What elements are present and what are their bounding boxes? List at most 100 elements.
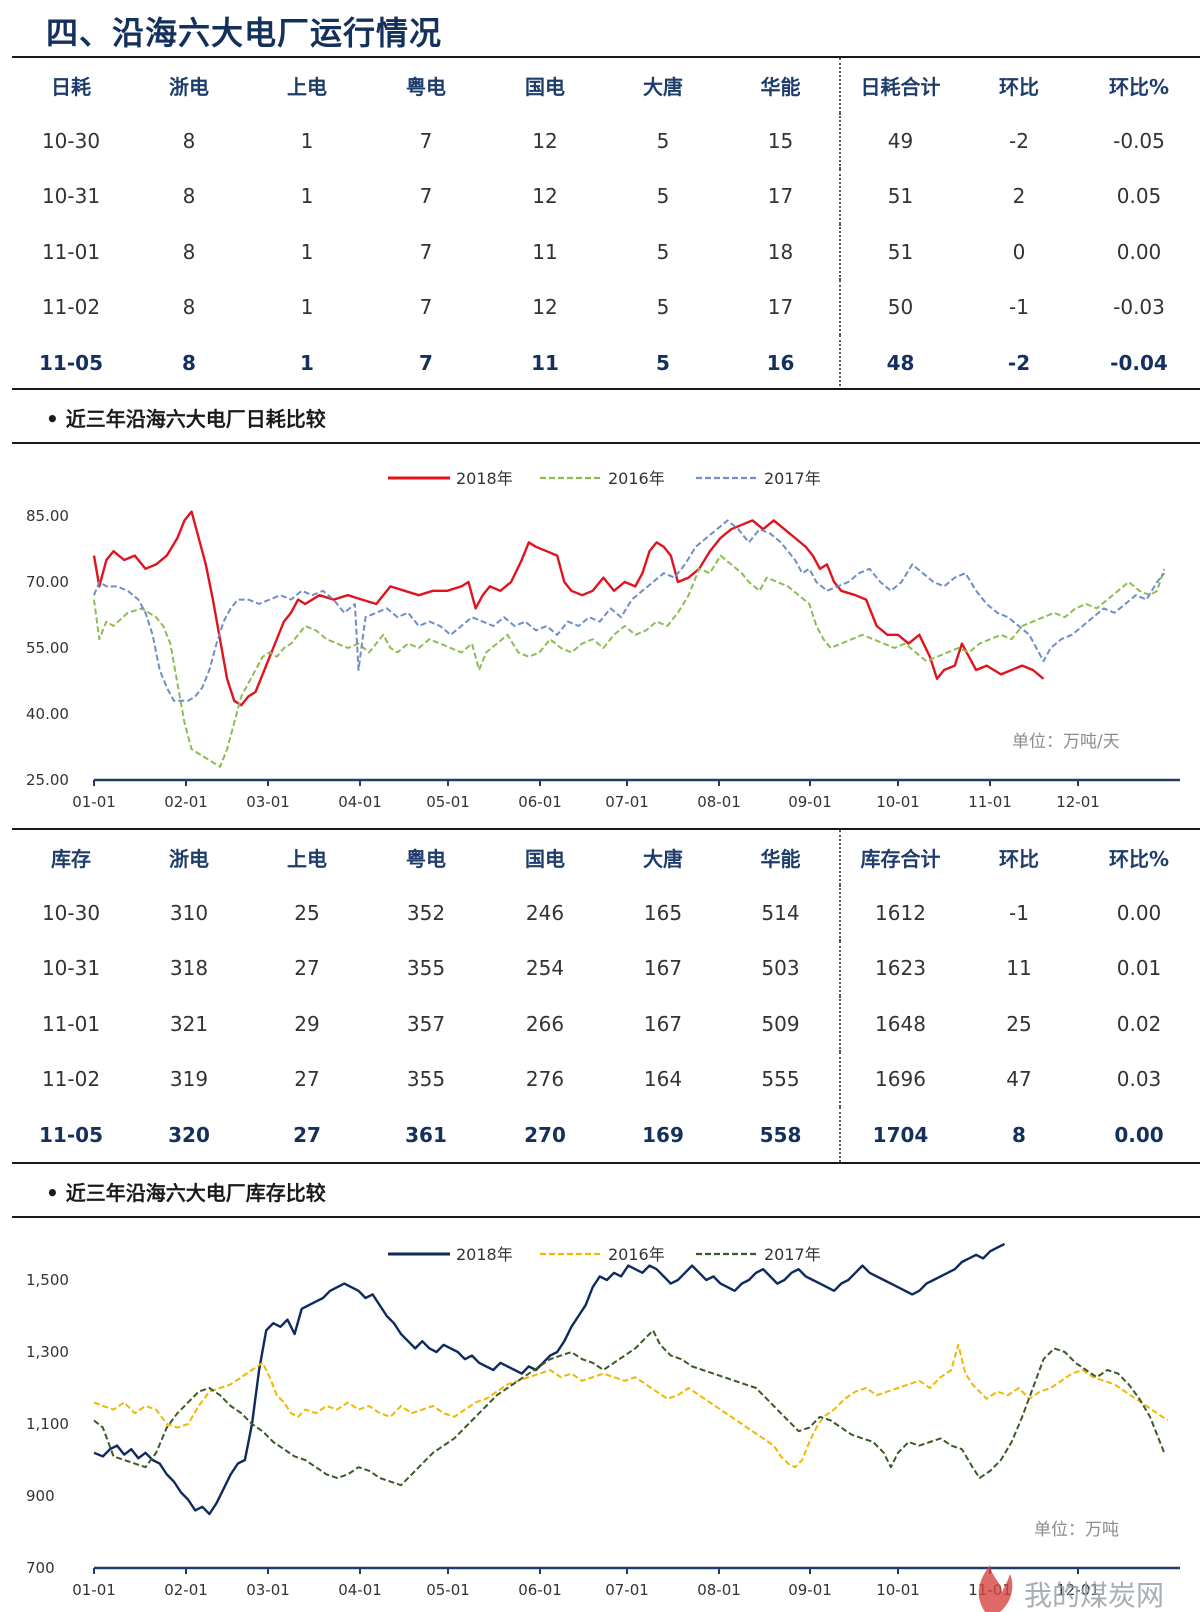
inventory-header-cell: 上电 — [287, 847, 327, 872]
consumption-cell: 11 — [532, 239, 558, 264]
watermark-text: 我的煤炭网 — [1024, 1579, 1164, 1612]
x-tick-label: 04-01 — [338, 793, 382, 811]
x-tick-label: 12-01 — [1056, 793, 1100, 811]
x-tick-label: 05-01 — [426, 793, 470, 811]
legend-label: 2018年 — [456, 1245, 513, 1264]
inventory-cell: 357 — [406, 1011, 446, 1036]
x-tick-label: 03-01 — [246, 793, 290, 811]
inventory-cell: 0.02 — [1116, 1011, 1162, 1036]
consumption-cell: 17 — [767, 184, 794, 209]
consumption-header-row: 日耗 浙电 上电 粤电 国电 大唐 华能 日耗合计 环比 环比% — [12, 58, 1200, 114]
inventory-cell: 47 — [1006, 1067, 1032, 1092]
y-tick-label: 55.00 — [26, 639, 69, 657]
consumption-cell: 17 — [767, 295, 794, 320]
x-tick-label: 08-01 — [697, 1581, 741, 1599]
consumption-cell: 51 — [839, 224, 960, 280]
page-title-bar: 四、沿海六大电厂运行情况 — [12, 0, 1200, 58]
inventory-cell: 0.01 — [1116, 956, 1162, 981]
inventory-header-cell: 浙电 — [169, 847, 209, 872]
consumption-cell: 51 — [839, 168, 960, 225]
consumption-cell: 12 — [532, 129, 558, 154]
series-line-3 — [93, 519, 1165, 702]
inventory-cell: 270 — [524, 1122, 566, 1147]
x-tick-label: 03-01 — [246, 1581, 290, 1599]
consumption-table: 日耗 浙电 上电 粤电 国电 大唐 华能 日耗合计 环比 环比% 10-30 8 1 7 12 5 15 49 -2… — [12, 58, 1200, 391]
inventory-header-cell: 大唐 — [643, 847, 683, 872]
series-line-3 — [93, 1329, 1166, 1487]
inventory-cell: 11-05 — [39, 1122, 103, 1147]
inventory-cell: 266 — [525, 1011, 565, 1036]
inventory-table: 库存 浙电 上电 粤电 国电 大唐 华能 库存合计 环比 环比% 10-30 310 25 352 246 1… — [12, 830, 1200, 1163]
consumption-cell: 0 — [1012, 239, 1026, 264]
table-row: 11-02 8 1 7 12 5 17 50 -1 -0.03 — [12, 279, 1200, 335]
x-tick-label: 09-01 — [788, 793, 832, 811]
inventory-chart: 700 900 1,100 1,300 1,500 01-01 02-01 03-01 04-0… — [26, 1242, 1180, 1612]
consumption-section-title: • 近三年沿海六大电厂日耗比较 — [46, 407, 326, 431]
inventory-cell: 1612 — [839, 885, 960, 941]
x-tick-label: 01-01 — [72, 1581, 116, 1599]
inventory-header-cell: 国电 — [525, 847, 565, 872]
x-tick-label: 12-01 — [1056, 1581, 1100, 1599]
inventory-cell: -1 — [1009, 901, 1029, 926]
inventory-cell: 321 — [169, 1011, 209, 1036]
consumption-header-cell: 日耗合计 — [839, 58, 960, 114]
table-row: 11-05 8 1 7 11 5 16 48 -2 -0.04 — [12, 334, 1200, 391]
inventory-cell: 0.00 — [1114, 1122, 1164, 1147]
inventory-header-cell: 环比% — [1108, 847, 1170, 872]
series-line-2 — [93, 1343, 1169, 1469]
consumption-cell: 7 — [419, 129, 433, 154]
table-row: 11-01 8 1 7 11 5 18 51 0 0.00 — [12, 224, 1200, 280]
inventory-header-cell: 华能 — [760, 847, 801, 872]
consumption-cell: 50 — [839, 279, 960, 335]
inventory-cell: 11-02 — [41, 1067, 101, 1092]
y-tick-label: 1,300 — [26, 1343, 69, 1361]
consumption-header-cell: 国电 — [525, 75, 565, 100]
inventory-cell: 1623 — [839, 940, 960, 997]
consumption-cell: -2 — [1007, 350, 1031, 375]
inventory-cell: 27 — [293, 1122, 321, 1147]
consumption-header-cell: 粤电 — [406, 75, 446, 100]
table-row: 10-31 8 1 7 12 5 17 51 2 0.05 — [12, 168, 1200, 225]
inventory-cell: 352 — [406, 901, 446, 926]
inventory-cell: 509 — [761, 1011, 800, 1036]
inventory-cell: 355 — [406, 956, 446, 981]
chart-divider — [12, 828, 1200, 830]
inventory-cell: 25 — [1006, 1011, 1032, 1036]
consumption-cell: 8 — [182, 350, 196, 375]
y-tick-label: 85.00 — [26, 507, 69, 525]
inventory-cell: 254 — [525, 956, 565, 981]
consumption-cell: 7 — [419, 184, 433, 209]
inventory-header-row: 库存 浙电 上电 粤电 国电 大唐 华能 库存合计 环比 环比% — [12, 830, 1200, 886]
x-tick-label: 07-01 — [605, 1581, 649, 1599]
consumption-cell: 5 — [656, 129, 670, 154]
consumption-cell: 11-01 — [41, 239, 101, 264]
y-tick-label: 1,100 — [26, 1415, 69, 1433]
legend-label: 2016年 — [608, 1245, 665, 1264]
x-tick-label: 09-01 — [788, 1581, 832, 1599]
table-row: 11-02 319 27 355 276 164 555 1696 47 0.03 — [12, 1051, 1200, 1107]
consumption-cell: 1 — [300, 350, 314, 375]
inventory-cell: 167 — [643, 956, 683, 981]
inventory-cell: 355 — [406, 1067, 446, 1092]
x-tick-label: 04-01 — [338, 1581, 382, 1599]
consumption-cell: 8 — [182, 184, 196, 209]
consumption-cell: 11-02 — [41, 295, 101, 320]
inventory-cell: 0.00 — [1116, 901, 1162, 926]
inventory-section-title: • 近三年沿海六大电厂库存比较 — [46, 1181, 326, 1205]
consumption-cell: 49 — [839, 113, 960, 169]
inventory-cell: 503 — [761, 956, 800, 981]
series-line-2 — [93, 554, 1166, 768]
inventory-cell: 164 — [643, 1067, 683, 1092]
inventory-cell: 514 — [761, 901, 800, 926]
consumption-cell: 0.05 — [1116, 184, 1162, 209]
y-tick-label: 25.00 — [26, 771, 69, 789]
consumption-cell: 5 — [656, 239, 670, 264]
consumption-cell: 12 — [532, 295, 558, 320]
inventory-cell: 319 — [169, 1067, 209, 1092]
consumption-cell: 8 — [182, 239, 196, 264]
y-tick-label: 1,500 — [26, 1271, 69, 1289]
consumption-header-cell: 日耗 — [51, 75, 91, 100]
inventory-cell: 169 — [642, 1122, 684, 1147]
table-row: 10-30 310 25 352 246 165 514 1612 -1 0.00 — [12, 885, 1200, 941]
x-tick-label: 05-01 — [426, 1581, 470, 1599]
